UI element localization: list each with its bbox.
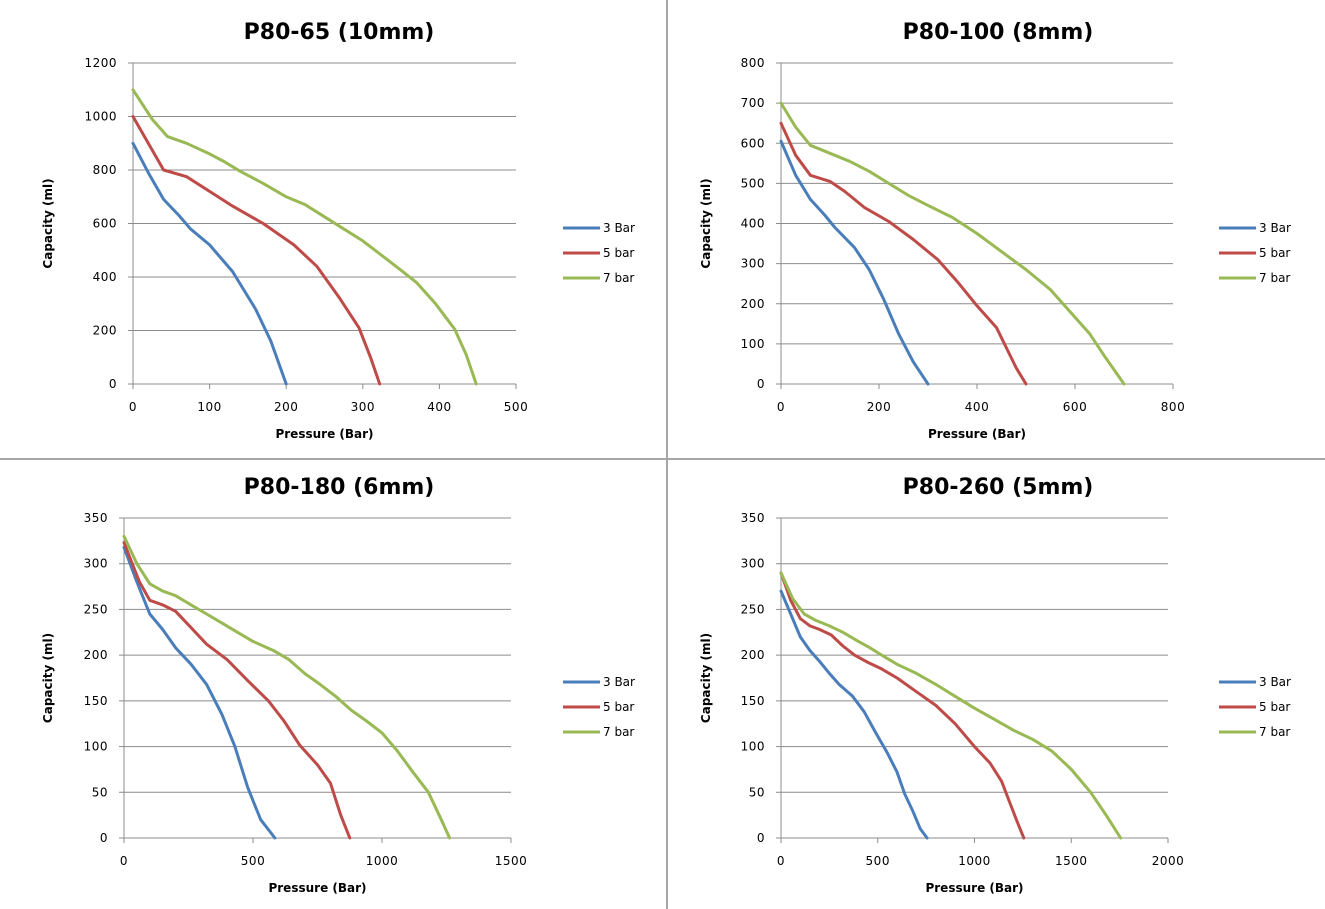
y-tick-label: 100 xyxy=(84,740,108,754)
x-tick-label: 100 xyxy=(197,400,221,414)
horizontal-divider xyxy=(0,458,1325,460)
x-tick-label: 1500 xyxy=(495,854,528,868)
series-line-3 xyxy=(779,571,1123,840)
legend-label-1: 3 Bar xyxy=(1259,675,1291,689)
x-axis-title: Pressure (Bar) xyxy=(928,427,1026,441)
y-tick-label: 350 xyxy=(741,511,765,525)
x-tick-label: 400 xyxy=(427,400,451,414)
y-tick-label: 800 xyxy=(93,163,117,177)
y-tick-label: 150 xyxy=(741,694,765,708)
legend-label-2: 5 bar xyxy=(1259,700,1290,714)
series-line-1 xyxy=(122,545,277,840)
legend-label-3: 7 bar xyxy=(603,271,634,285)
y-tick-label: 200 xyxy=(93,324,117,338)
series-line-2 xyxy=(779,571,1026,840)
series-line-1 xyxy=(779,139,930,386)
y-tick-label: 1000 xyxy=(84,110,117,124)
y-tick-label: 200 xyxy=(741,297,765,311)
x-tick-label: 500 xyxy=(866,854,890,868)
x-tick-label: 800 xyxy=(1161,400,1185,414)
y-tick-label: 350 xyxy=(84,511,108,525)
y-tick-label: 250 xyxy=(741,602,765,616)
chart-panel-3: P80-180 (6mm) 0 50 100 150 200 250 300 350 0 500 10… xyxy=(0,460,666,909)
chart-svg-4: P80-260 (5mm) 0 50 100 150 200 250 300 350 0 500 10… xyxy=(699,475,1291,895)
y-axis-title: Capacity (ml) xyxy=(699,633,713,723)
chart-svg-3: P80-180 (6mm) 0 50 100 150 200 250 300 350 0 500 10… xyxy=(41,475,635,895)
y-axis-title: Capacity (ml) xyxy=(699,178,713,268)
vertical-divider xyxy=(666,0,668,909)
x-tick-label: 500 xyxy=(504,400,528,414)
x-tick-label: 300 xyxy=(351,400,375,414)
legend-label-1: 3 Bar xyxy=(1259,221,1291,235)
y-tick-label: 50 xyxy=(92,785,108,799)
y-tick-label: 0 xyxy=(757,377,765,391)
x-tick-label: 400 xyxy=(965,400,989,414)
chart-svg-2: P80-100 (8mm) 0 100 200 300 400 500 600 700 800 0 2… xyxy=(699,20,1291,441)
legend-label-1: 3 Bar xyxy=(603,221,635,235)
chart-title: P80-260 (5mm) xyxy=(903,475,1094,500)
chart-title: P80-65 (10mm) xyxy=(244,20,435,45)
series-line-2 xyxy=(779,121,1028,386)
series-line-3 xyxy=(122,534,452,840)
y-tick-label: 250 xyxy=(84,602,108,616)
legend-label-1: 3 Bar xyxy=(603,675,635,689)
y-tick-label: 300 xyxy=(84,557,108,571)
series-line-1 xyxy=(131,141,288,386)
y-tick-label: 300 xyxy=(741,257,765,271)
legend-label-3: 7 bar xyxy=(1259,271,1290,285)
y-tick-label: 400 xyxy=(93,270,117,284)
x-axis-title: Pressure (Bar) xyxy=(268,881,366,895)
series-line-2 xyxy=(122,541,352,840)
y-tick-label: 0 xyxy=(100,831,108,845)
series-line-3 xyxy=(779,101,1126,386)
x-axis-title: Pressure (Bar) xyxy=(275,427,373,441)
chart-title: P80-100 (8mm) xyxy=(903,20,1094,45)
y-tick-label: 150 xyxy=(84,694,108,708)
x-tick-label: 600 xyxy=(1063,400,1087,414)
x-tick-label: 1500 xyxy=(1055,854,1088,868)
y-tick-label: 0 xyxy=(109,377,117,391)
y-tick-label: 500 xyxy=(741,176,765,190)
series-line-1 xyxy=(779,589,929,840)
legend-label-2: 5 bar xyxy=(603,700,634,714)
x-tick-label: 500 xyxy=(241,854,265,868)
x-tick-label: 0 xyxy=(777,854,785,868)
y-tick-label: 0 xyxy=(757,831,765,845)
chart-panel-2: P80-100 (8mm) 0 100 200 300 400 500 600 700 800 0 2… xyxy=(668,0,1325,458)
chart-panel-4: P80-260 (5mm) 0 50 100 150 200 250 300 350 0 500 10… xyxy=(668,460,1325,909)
chart-panel-1: P80-65 (10mm) 0 200 400 600 800 1000 1200 0 100 20… xyxy=(0,0,666,458)
chart-svg-1: P80-65 (10mm) 0 200 400 600 800 1000 1200 0 100 20… xyxy=(41,20,635,441)
x-tick-label: 0 xyxy=(777,400,785,414)
x-tick-label: 0 xyxy=(120,854,128,868)
legend-label-2: 5 bar xyxy=(1259,246,1290,260)
y-tick-label: 200 xyxy=(741,648,765,662)
chart-title: P80-180 (6mm) xyxy=(244,475,435,500)
y-axis-title: Capacity (ml) xyxy=(41,178,55,268)
x-tick-label: 1000 xyxy=(958,854,991,868)
x-axis-title: Pressure (Bar) xyxy=(925,881,1023,895)
x-tick-label: 1000 xyxy=(366,854,399,868)
legend-label-2: 5 bar xyxy=(603,246,634,260)
series-line-2 xyxy=(131,115,382,386)
y-tick-label: 700 xyxy=(741,96,765,110)
x-tick-label: 0 xyxy=(129,400,137,414)
x-tick-label: 200 xyxy=(867,400,891,414)
y-tick-label: 100 xyxy=(741,337,765,351)
y-tick-label: 300 xyxy=(741,557,765,571)
y-tick-label: 800 xyxy=(741,56,765,70)
legend-label-3: 7 bar xyxy=(603,725,634,739)
y-axis-title: Capacity (ml) xyxy=(41,633,55,723)
y-tick-label: 50 xyxy=(749,785,765,799)
y-tick-label: 600 xyxy=(93,217,117,231)
series-line-3 xyxy=(131,88,478,386)
x-tick-label: 200 xyxy=(274,400,298,414)
y-tick-label: 1200 xyxy=(84,56,117,70)
y-tick-label: 100 xyxy=(741,740,765,754)
x-tick-label: 2000 xyxy=(1152,854,1185,868)
y-tick-label: 600 xyxy=(741,136,765,150)
legend-label-3: 7 bar xyxy=(1259,725,1290,739)
y-tick-label: 200 xyxy=(84,648,108,662)
y-tick-label: 400 xyxy=(741,217,765,231)
